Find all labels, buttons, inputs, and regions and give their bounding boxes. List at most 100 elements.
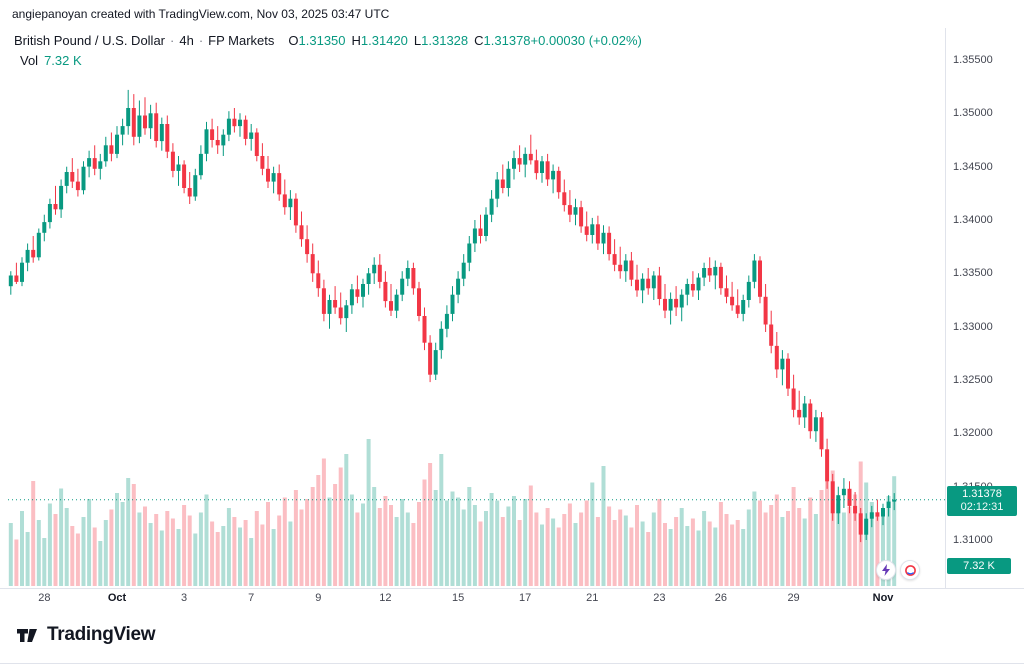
- volume-bar: [718, 502, 723, 586]
- candle-body: [187, 188, 192, 197]
- candle-body: [249, 132, 254, 139]
- volume-bar: [607, 506, 612, 586]
- time-axis-label: 15: [451, 592, 465, 604]
- volume-bar: [534, 512, 539, 586]
- candle-body: [601, 232, 606, 244]
- candle-body: [663, 298, 667, 311]
- candle-body: [366, 273, 371, 284]
- candle-body: [752, 260, 757, 282]
- volume-bar: [869, 502, 874, 586]
- candle-body: [148, 113, 153, 129]
- candle-body: [355, 289, 360, 297]
- volume-bar: [500, 517, 505, 586]
- volume-bar: [103, 520, 108, 586]
- candle-body: [668, 298, 673, 311]
- volume-bar: [226, 508, 231, 586]
- price-axis-label: 1.34500: [953, 160, 993, 173]
- candle-body: [389, 301, 393, 311]
- candle-body: [797, 409, 802, 418]
- legend-row-ohlc: British Pound / U.S. Dollar · 4h · FP Market…: [14, 33, 642, 48]
- volume-bar: [786, 511, 790, 586]
- price-axis-label: 1.31000: [953, 534, 993, 546]
- volume-bar: [679, 508, 684, 586]
- candle-body: [858, 513, 863, 535]
- candle-body: [528, 153, 533, 161]
- candle-body: [713, 266, 718, 276]
- high-label: H: [351, 33, 361, 48]
- record-reaction-icon[interactable]: [900, 560, 920, 580]
- footer-brand[interactable]: TradingView: [16, 624, 156, 646]
- candle-body: [299, 225, 304, 240]
- candle-body: [316, 273, 321, 289]
- candle-body: [75, 181, 80, 191]
- volume-bar: [154, 514, 159, 586]
- lightning-reaction-icon[interactable]: [876, 560, 896, 580]
- volume-bar: [523, 499, 528, 586]
- candle-body: [176, 164, 181, 171]
- volume-bar: [271, 529, 276, 586]
- candle-body: [411, 268, 416, 289]
- candle-body: [198, 153, 203, 176]
- candle-body: [635, 279, 639, 291]
- volume-bar: [484, 511, 488, 586]
- last-price-badge[interactable]: 1.31378 02:12:31: [947, 485, 1017, 516]
- candle-body: [428, 342, 433, 375]
- candle-body: [786, 358, 790, 389]
- candle-body: [813, 417, 818, 432]
- symbol-legend: British Pound / U.S. Dollar · 4h · FP Market…: [14, 33, 642, 68]
- high-value: 1.31420: [360, 33, 408, 48]
- candle-body: [763, 296, 768, 325]
- ohlc-values: O1.31350 H1.31420 L1.31328 C1.31378+0.00030…: [282, 33, 641, 48]
- volume-bar: [478, 521, 483, 586]
- candle-body: [260, 156, 265, 169]
- volume-bar: [131, 484, 136, 586]
- volume-bar: [506, 506, 511, 586]
- candle-body: [461, 262, 466, 279]
- volume-bar: [696, 530, 701, 586]
- volume-bar: [182, 505, 187, 586]
- volume-bar: [87, 499, 92, 586]
- time-axis-label: Oct: [107, 592, 127, 604]
- candle-body: [36, 232, 41, 258]
- candle-body: [8, 275, 13, 287]
- volume-bar: [495, 500, 500, 586]
- volume-bar: [405, 512, 410, 586]
- volume-bar: [355, 512, 360, 586]
- volume-bar: [825, 481, 830, 586]
- candle-body: [629, 260, 634, 280]
- candle-body: [170, 151, 175, 171]
- symbol-title[interactable]: British Pound / U.S. Dollar: [14, 33, 166, 48]
- candle-body: [59, 185, 64, 210]
- candle-body: [500, 179, 505, 188]
- price-axis-label: 1.32000: [953, 427, 993, 440]
- volume-bar: [875, 515, 880, 586]
- volume-bar: [517, 520, 522, 586]
- candle-body: [562, 192, 567, 206]
- volume-bar: [159, 530, 164, 586]
- volume-bar: [886, 496, 891, 586]
- candle-body: [674, 298, 679, 308]
- price-axis-label: 1.33500: [953, 267, 993, 280]
- volume-bar: [668, 529, 673, 586]
- legend-separator: ·: [198, 33, 204, 48]
- volume-bar: [31, 481, 36, 586]
- time-axis[interactable]: 28 Oct 3 7 9 12 15 17 21 23 26 29 Nov: [0, 588, 1024, 614]
- candle-body: [103, 145, 108, 162]
- volume-bar: [372, 487, 377, 586]
- bar-countdown: 02:12:31: [960, 500, 1004, 513]
- volume-bar: [238, 527, 242, 586]
- candle-body: [590, 224, 595, 235]
- volume-bar: [640, 521, 645, 586]
- volume-bar: [567, 503, 572, 586]
- broker-label[interactable]: FP Markets: [208, 33, 275, 48]
- price-axis-label: 1.34000: [953, 214, 993, 226]
- volume-bar: [433, 490, 438, 586]
- interval-label[interactable]: 4h: [179, 33, 194, 48]
- candle-body: [774, 345, 779, 370]
- volume-bar: [42, 538, 47, 586]
- volume-bar: [260, 524, 265, 586]
- candle-body: [81, 166, 86, 191]
- volume-bar: [512, 496, 516, 586]
- volume-bar: [774, 494, 779, 586]
